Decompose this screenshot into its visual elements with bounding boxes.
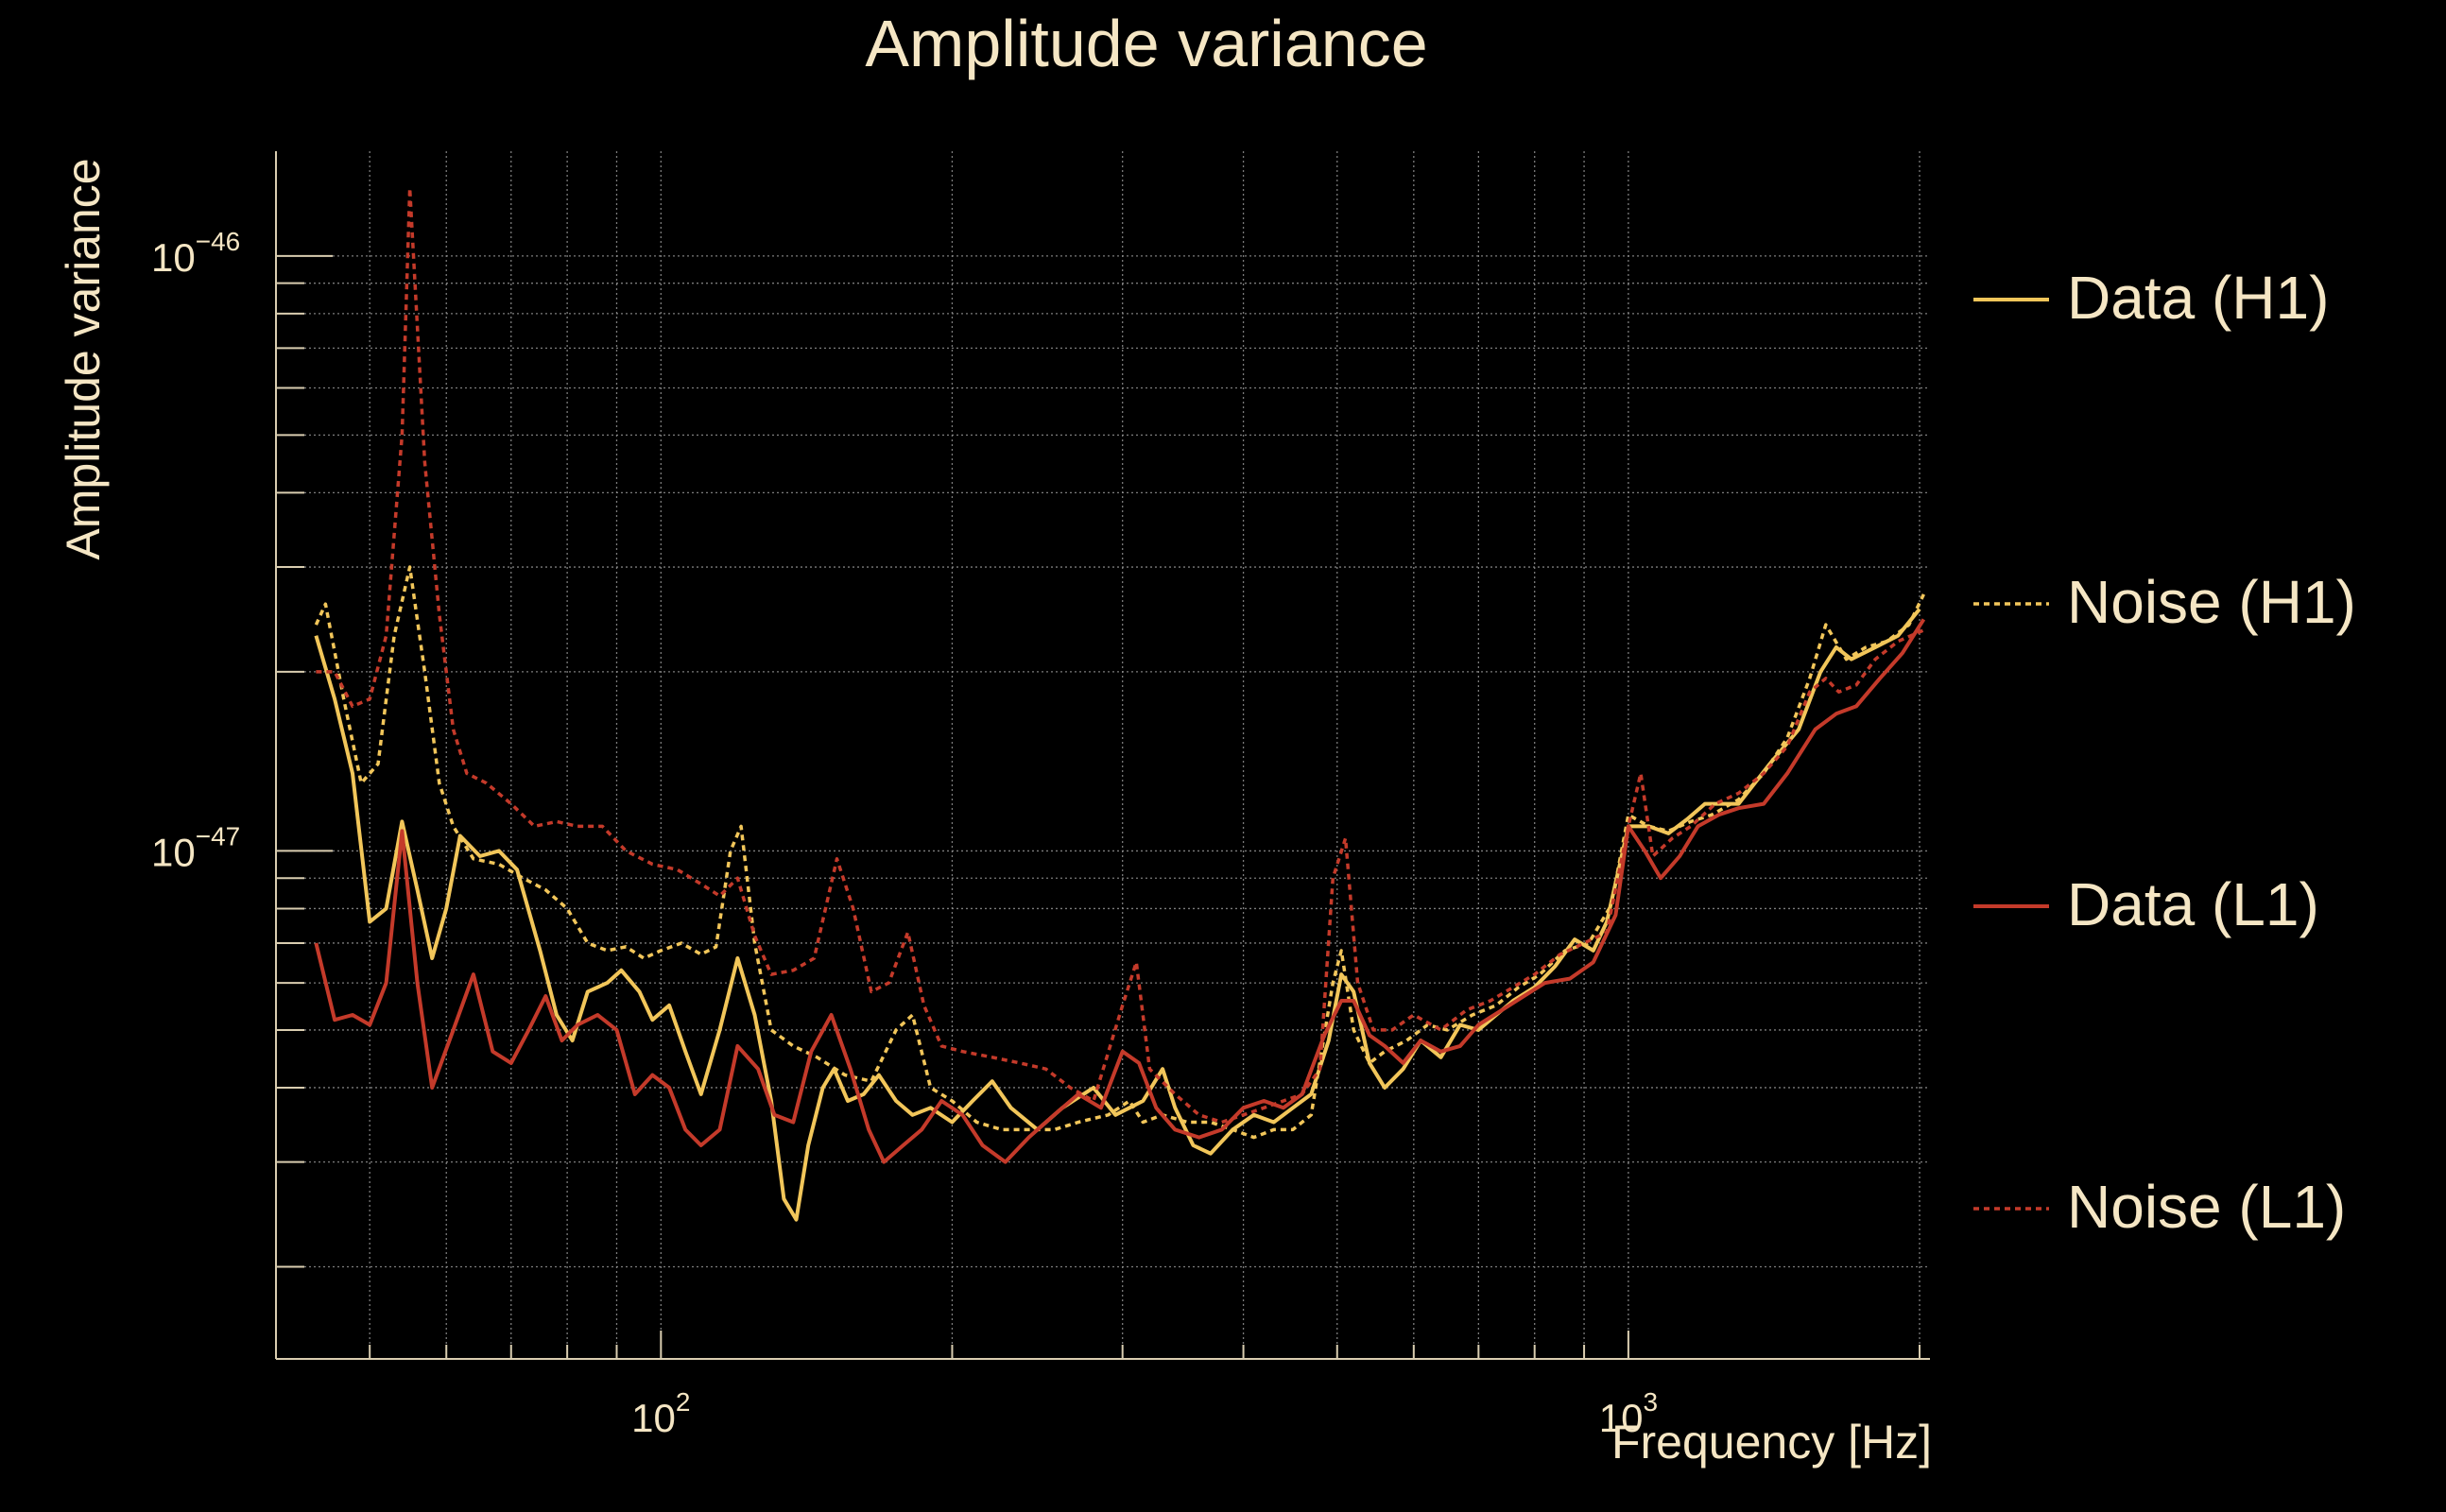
legend-label: Data (L1) xyxy=(2067,870,2319,938)
series-line-2 xyxy=(314,565,1925,1140)
series-line-4 xyxy=(316,186,1925,1125)
series-layer xyxy=(314,186,1926,1222)
series-line-3 xyxy=(314,618,1926,1164)
y-tick-label: 10−46 xyxy=(151,227,240,280)
legend-label: Data (H1) xyxy=(2067,264,2329,332)
y-ticks: 10−46 10−47 xyxy=(151,227,240,875)
y-axis-label: Amplitude variance xyxy=(57,158,110,559)
legend-label: Noise (L1) xyxy=(2067,1173,2346,1241)
x-tick-label: 103 xyxy=(1599,1387,1658,1440)
chart-title: Amplitude variance xyxy=(865,7,1427,80)
x-ticks: 102 103 xyxy=(631,1387,1658,1440)
grid xyxy=(275,151,1930,1359)
series-line-1 xyxy=(314,608,1921,1222)
axes xyxy=(275,151,1930,1360)
x-tick-label: 102 xyxy=(631,1387,690,1440)
x-axis-label: Frequency [Hz] xyxy=(1611,1416,1932,1469)
legend: Data (H1) Noise (H1) Data (L1) Noise (L1) xyxy=(1973,264,2356,1241)
legend-label: Noise (H1) xyxy=(2067,568,2356,636)
y-tick-label: 10−47 xyxy=(151,821,240,874)
